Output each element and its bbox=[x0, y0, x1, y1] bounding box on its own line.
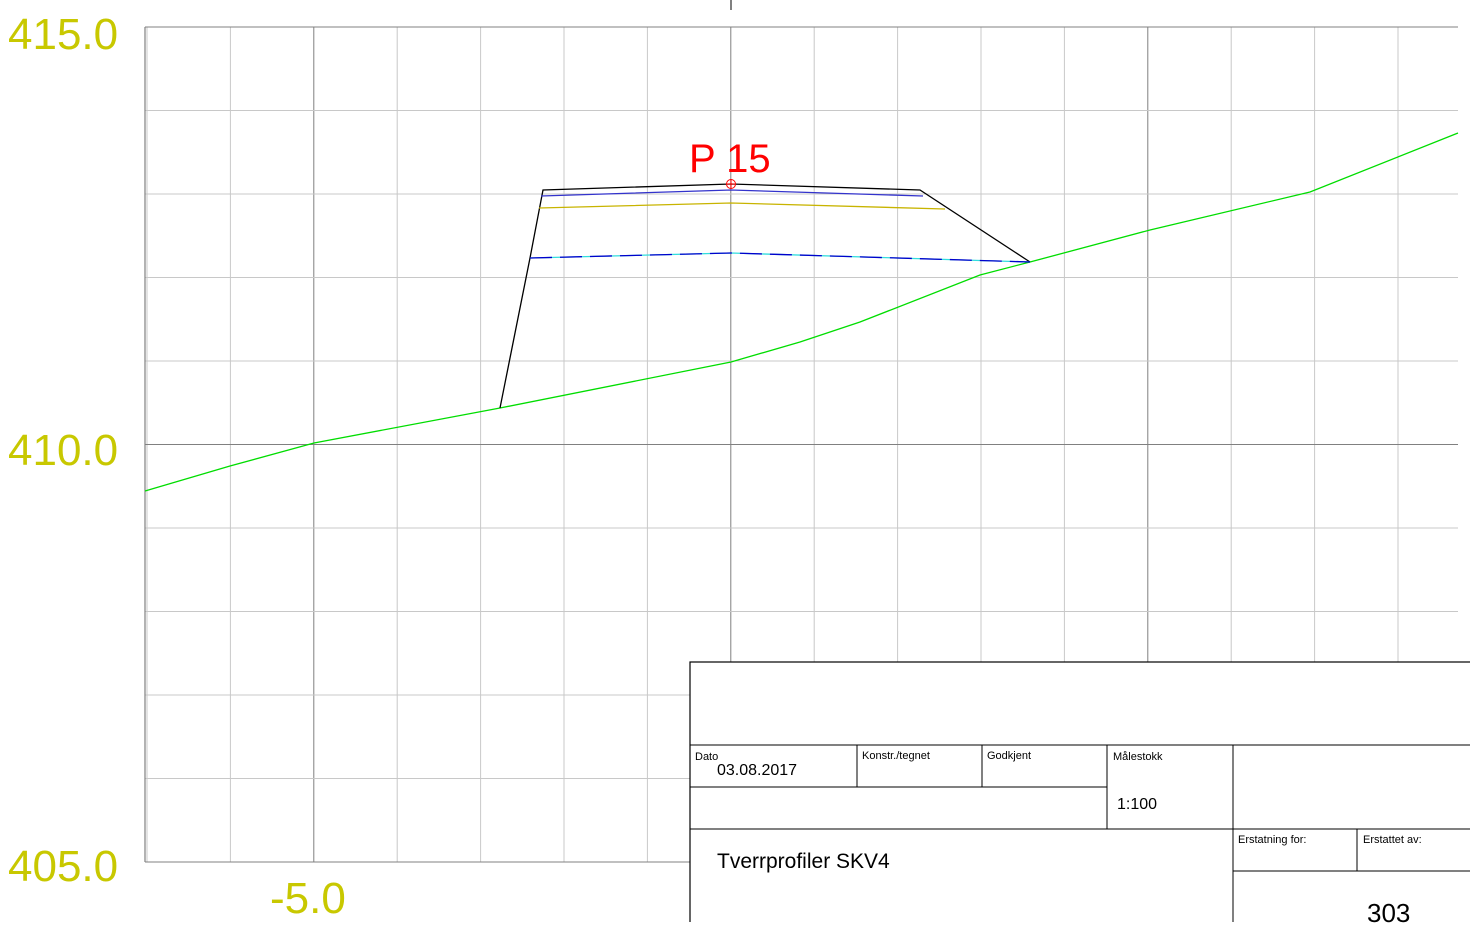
title-block-frame bbox=[689, 661, 1470, 922]
drawing-title: Tverrprofiler SKV4 bbox=[717, 850, 890, 873]
godkjent-label: Godkjent bbox=[987, 750, 1032, 762]
y-label-410: 410.0 bbox=[8, 426, 119, 475]
profile-outline bbox=[499, 183, 1031, 409]
layer-surface bbox=[540, 189, 924, 197]
layer-base bbox=[538, 202, 946, 210]
malestokk-value: 1:100 bbox=[1117, 796, 1158, 813]
erstattet-av-label: Erstattet av: bbox=[1363, 834, 1422, 846]
point-label: P 15 bbox=[689, 137, 771, 181]
y-label-415: 415.0 bbox=[8, 10, 119, 59]
dato-label: Dato bbox=[695, 751, 719, 763]
y-label-405: 405.0 bbox=[8, 842, 119, 891]
layer-subgrade-dashed bbox=[529, 252, 1031, 263]
x-label-minus5: -5.0 bbox=[270, 874, 346, 923]
erstatning-for-label: Erstatning for: bbox=[1238, 834, 1307, 846]
title-block-box bbox=[689, 661, 1470, 922]
malestokk-label: Målestokk bbox=[1113, 751, 1163, 763]
konstr-label: Konstr./tegnet bbox=[862, 750, 930, 762]
drawing-number: 303 bbox=[1367, 898, 1411, 928]
terrain-line bbox=[144, 132, 1459, 492]
road-profile bbox=[144, 132, 1459, 492]
dato-value: 03.08.2017 bbox=[717, 762, 798, 779]
